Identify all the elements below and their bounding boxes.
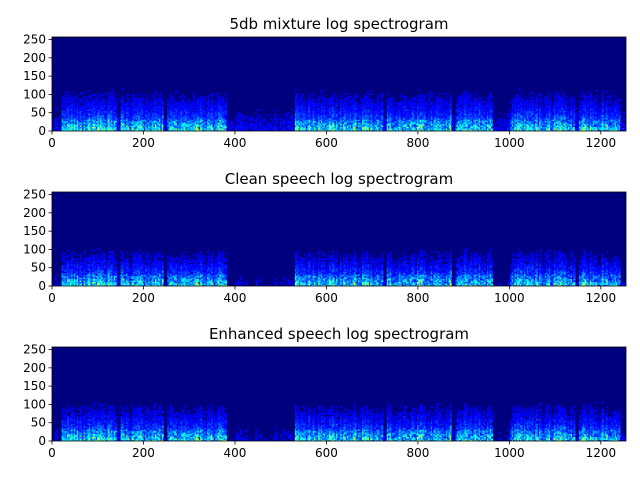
x-tick-label: 1200 xyxy=(586,136,617,150)
x-tick-label: 0 xyxy=(48,291,56,305)
x-tick-label: 400 xyxy=(223,291,246,305)
x-tick-label: 800 xyxy=(406,446,429,460)
y-tick-label: 0 xyxy=(38,124,46,138)
x-tick-label: 600 xyxy=(315,291,338,305)
spectrogram-panel-3: Enhanced speech log spectrogram 0 200 400 60… xyxy=(23,325,627,460)
y-tick-label: 250 xyxy=(23,33,46,47)
y-tick-label: 0 xyxy=(38,279,46,293)
y-tick-label: 100 xyxy=(23,242,46,256)
x-tick-label: 0 xyxy=(48,136,56,150)
spectrogram-panel-1: 5db mixture log spectrogram 0 200 400 600 800… xyxy=(23,15,627,150)
panel-title: Enhanced speech log spectrogram xyxy=(209,325,469,343)
y-tick-label: 150 xyxy=(23,379,46,393)
y-tick-label: 150 xyxy=(23,224,46,238)
x-tick-label: 200 xyxy=(132,136,155,150)
axes-frame xyxy=(51,191,627,287)
spectrogram-image xyxy=(54,247,626,286)
axes-frame xyxy=(51,36,627,132)
y-tick-label: 200 xyxy=(23,206,46,220)
x-tick-label: 0 xyxy=(48,446,56,460)
y-tick-label: 250 xyxy=(23,188,46,202)
y-tick-label: 200 xyxy=(23,51,46,65)
x-tick-label: 600 xyxy=(315,136,338,150)
panel-title: 5db mixture log spectrogram xyxy=(229,15,448,33)
axes-frame xyxy=(51,346,627,442)
x-tick-label: 1000 xyxy=(494,291,525,305)
y-tick-label: 250 xyxy=(23,343,46,357)
x-tick-label: 800 xyxy=(406,136,429,150)
x-tick-label: 1200 xyxy=(586,291,617,305)
x-tick-label: 800 xyxy=(406,291,429,305)
spectrogram-image xyxy=(52,88,626,131)
y-tick-label: 50 xyxy=(31,261,46,275)
spectrogram-panel-2: Clean speech log spectrogram 0 200 400 600 80… xyxy=(23,170,627,305)
x-tick-label: 200 xyxy=(132,291,155,305)
x-tick-label: 1200 xyxy=(586,446,617,460)
x-tick-label: 400 xyxy=(223,446,246,460)
y-tick-label: 50 xyxy=(31,106,46,120)
y-tick-label: 50 xyxy=(31,416,46,430)
y-tick-label: 100 xyxy=(23,397,46,411)
x-tick-label: 600 xyxy=(315,446,338,460)
y-tick-label: 200 xyxy=(23,361,46,375)
spectrogram-image xyxy=(54,401,626,441)
panel-title: Clean speech log spectrogram xyxy=(225,170,454,188)
x-tick-label: 1000 xyxy=(494,446,525,460)
y-tick-label: 150 xyxy=(23,69,46,83)
x-tick-label: 200 xyxy=(132,446,155,460)
y-tick-label: 100 xyxy=(23,87,46,101)
x-tick-label: 400 xyxy=(223,136,246,150)
x-tick-label: 1000 xyxy=(494,136,525,150)
y-tick-label: 0 xyxy=(38,434,46,448)
